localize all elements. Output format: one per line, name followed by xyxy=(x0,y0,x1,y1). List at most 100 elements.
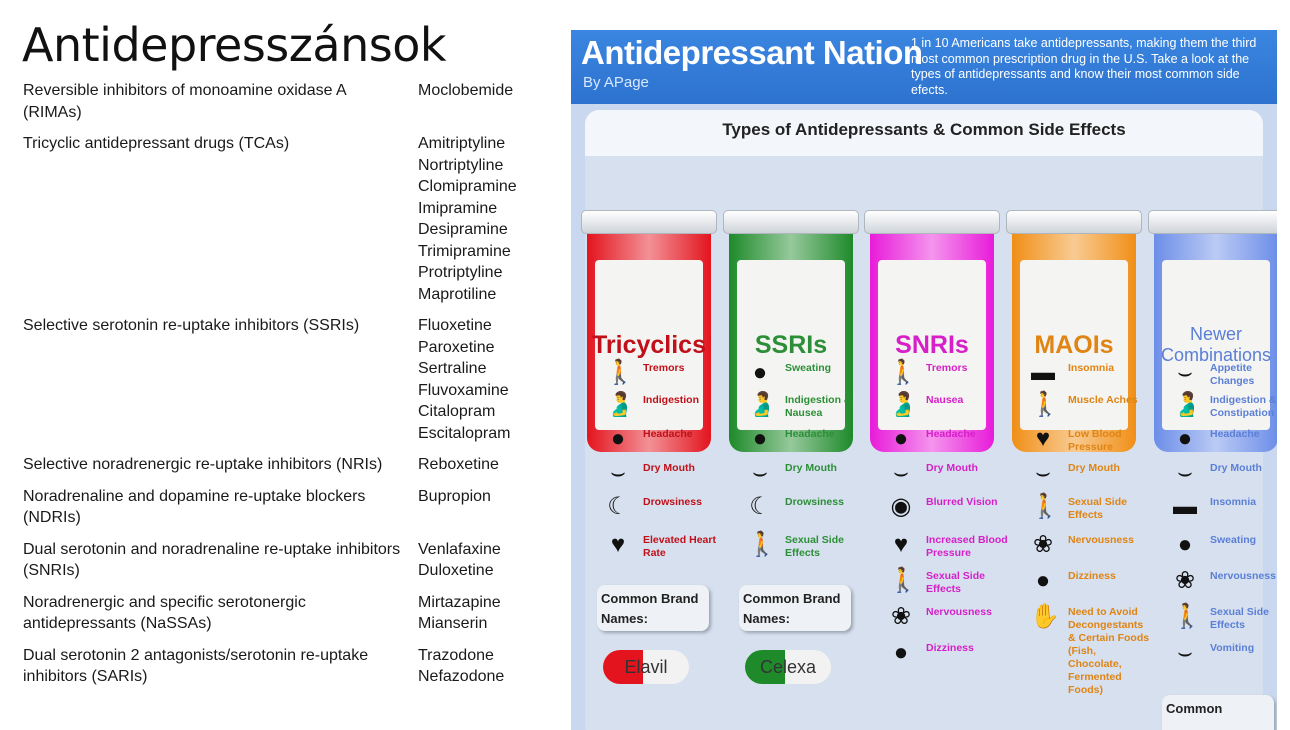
stomach-icon: 🫃 xyxy=(1172,391,1202,418)
drug-name: Trazodone xyxy=(418,646,494,664)
infographic-title: Antidepressant Nation xyxy=(581,34,923,71)
side-effect: Low Blood Pressure xyxy=(1068,428,1122,453)
bottle-label: SSRIs xyxy=(737,260,845,430)
drug-name: Moclobemide xyxy=(418,82,514,99)
side-effect: Blurred Vision xyxy=(926,496,998,508)
mouth-icon: ⌣ xyxy=(610,459,626,486)
drug-name: Fluvoxamine xyxy=(418,381,509,399)
brand-names-box-partial: Common xyxy=(1162,695,1274,730)
antidepressant-infographic: Antidepressant Nation By APage 1 in 10 A… xyxy=(571,30,1277,730)
side-effect: Dizziness xyxy=(1068,570,1116,582)
drug-name: Imipramine xyxy=(418,199,498,217)
side-effect: Indigestion & Nausea xyxy=(785,394,852,419)
side-effect: Headache xyxy=(785,428,835,440)
side-effect: Tremors xyxy=(926,362,968,374)
side-effect: Nervousness xyxy=(1210,570,1276,582)
drug-name: Duloxetine xyxy=(418,562,494,579)
head-icon: ● xyxy=(1177,531,1193,558)
bottle-4: MAOIs xyxy=(1006,210,1142,452)
side-effect: Sexual Side Effects xyxy=(1068,496,1127,521)
drug-name: Reboxetine xyxy=(418,456,499,473)
drug-name: Trimipramine xyxy=(418,242,511,260)
drug-name: Amitriptyline xyxy=(418,135,506,152)
drug-name: Mianserin xyxy=(418,615,488,632)
panel-title: Types of Antidepressants & Common Side E… xyxy=(585,110,1263,156)
head-icon: ● xyxy=(752,425,768,452)
drug-name: Maprotiline xyxy=(418,285,497,303)
bottle-1: Tricyclics xyxy=(581,210,717,452)
drowsy-icon: ☾ xyxy=(749,493,771,520)
eye-icon: ◉ xyxy=(890,493,912,520)
brand-name: Celexa xyxy=(759,657,817,677)
head-icon: ● xyxy=(1035,567,1051,594)
head-icon: ● xyxy=(610,425,626,452)
bottle-2: SSRIs xyxy=(723,210,859,452)
drug-name: Paroxetine xyxy=(418,338,495,356)
side-effect: Increased Blood Pressure xyxy=(926,534,1008,559)
drug-list: Moclobemide xyxy=(418,80,543,123)
bottle-cap xyxy=(1148,210,1277,234)
drug-name: Clomipramine xyxy=(418,178,517,195)
drug-name: Fluoxetine xyxy=(418,317,492,334)
body-icon: 🚶 xyxy=(888,567,918,594)
bottle-cap xyxy=(581,210,717,234)
class-row: Dual serotonin and noradrenaline re-upta… xyxy=(23,539,543,582)
side-effect: Dry Mouth xyxy=(1068,462,1120,474)
bed-icon: ▬ xyxy=(1031,359,1055,386)
bed-icon: ▬ xyxy=(1173,493,1197,520)
drug-name: Venlafaxine xyxy=(418,540,501,558)
antidepressant-class-table: Reversible inhibitors of monoamine oxida… xyxy=(23,80,543,698)
mouth-icon: ⌣ xyxy=(1035,459,1051,486)
infographic-panel: Types of Antidepressants & Common Side E… xyxy=(581,110,1277,730)
side-effect: Dizziness xyxy=(926,642,974,654)
side-effect: Nervousness xyxy=(926,606,992,618)
side-effect: Tremors xyxy=(643,362,685,374)
side-effect: Headache xyxy=(926,428,976,440)
head-icon: ● xyxy=(893,425,909,452)
mouth-icon: ⌣ xyxy=(1177,459,1193,486)
class-name: Selective noradrenergic re-uptake inhibi… xyxy=(23,456,383,473)
bottle-cap xyxy=(1006,210,1142,234)
head-icon: ● xyxy=(1177,425,1193,452)
class-name: Noradrenaline and dopamine re-uptake blo… xyxy=(23,487,366,527)
side-effect: Dry Mouth xyxy=(926,462,978,474)
brand-names-box: Common Brand Names: xyxy=(597,585,709,631)
heart-icon: ♥ xyxy=(1035,425,1051,452)
pill-half xyxy=(603,650,643,684)
brain-icon: ❀ xyxy=(1174,567,1196,594)
class-row: Selective serotonin re-uptake inhibitors… xyxy=(23,315,543,444)
brand-names-box: Common Brand Names: xyxy=(739,585,851,631)
heart-icon: ♥ xyxy=(893,531,909,558)
side-effect: Sweating xyxy=(785,362,832,374)
brain-icon: ❀ xyxy=(1032,531,1054,558)
head-icon: ● xyxy=(893,639,909,666)
brand-pill: Elavil xyxy=(603,650,689,684)
drug-list: Bupropion xyxy=(418,486,543,529)
drug-name: Escitalopram xyxy=(418,424,511,442)
side-effect: Drowsiness xyxy=(643,496,702,508)
side-effect: Drowsiness xyxy=(785,496,844,508)
stomach-icon: 🫃 xyxy=(605,391,635,418)
infographic-description: 1 in 10 Americans take antidepressants, … xyxy=(911,36,1257,97)
drug-name: Sertraline xyxy=(418,360,487,377)
body-icon: 🚶 xyxy=(888,359,918,386)
side-effect: Need to Avoid Decongestants & Certain Fo… xyxy=(1068,606,1150,696)
drug-list: Trazodone Nefazodone xyxy=(418,645,543,688)
bottle-5: Newer Combinations xyxy=(1148,210,1277,452)
class-row: Selective noradrenergic re-uptake inhibi… xyxy=(23,454,543,476)
body-icon: 🚶 xyxy=(1172,603,1202,630)
body-icon: 🚶 xyxy=(605,359,635,386)
side-effect: Insomnia xyxy=(1210,496,1257,508)
drug-name: Nefazodone xyxy=(418,668,505,685)
drug-name: Nortriptyline xyxy=(418,156,504,174)
body-icon: 🚶 xyxy=(747,531,777,558)
bottle-label: Newer Combinations xyxy=(1161,260,1271,430)
page-title: Antidepresszánsok xyxy=(22,18,447,72)
drug-name: Protriptyline xyxy=(418,264,503,281)
drug-list: Amitriptyline Nortriptyline Clomipramine Im… xyxy=(418,133,543,305)
side-effect: Headache xyxy=(1210,428,1260,440)
bottle-3: SNRIs xyxy=(864,210,1000,452)
drug-name: Desipramine xyxy=(418,221,508,238)
class-row: Dual serotonin 2 antagonists/serotonin r… xyxy=(23,645,543,688)
mouth-icon: ⌣ xyxy=(893,459,909,486)
